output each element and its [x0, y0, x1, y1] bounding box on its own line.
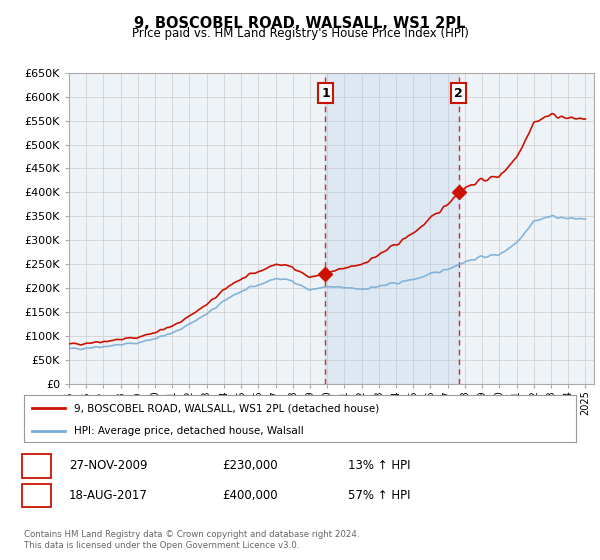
Text: £400,000: £400,000	[222, 489, 278, 502]
Text: This data is licensed under the Open Government Licence v3.0.: This data is licensed under the Open Gov…	[24, 541, 299, 550]
Text: 27-NOV-2009: 27-NOV-2009	[69, 459, 148, 473]
Text: 9, BOSCOBEL ROAD, WALSALL, WS1 2PL: 9, BOSCOBEL ROAD, WALSALL, WS1 2PL	[134, 16, 466, 31]
Text: 18-AUG-2017: 18-AUG-2017	[69, 489, 148, 502]
Text: Contains HM Land Registry data © Crown copyright and database right 2024.: Contains HM Land Registry data © Crown c…	[24, 530, 359, 539]
Text: HPI: Average price, detached house, Walsall: HPI: Average price, detached house, Wals…	[74, 426, 304, 436]
Text: 1: 1	[321, 86, 330, 100]
Text: 13% ↑ HPI: 13% ↑ HPI	[348, 459, 410, 473]
Text: 1: 1	[32, 459, 40, 473]
Bar	[325, 73, 458, 384]
Text: 2: 2	[32, 489, 40, 502]
Text: 9, BOSCOBEL ROAD, WALSALL, WS1 2PL (detached house): 9, BOSCOBEL ROAD, WALSALL, WS1 2PL (deta…	[74, 403, 379, 413]
Text: 57% ↑ HPI: 57% ↑ HPI	[348, 489, 410, 502]
Text: £230,000: £230,000	[222, 459, 278, 473]
Text: 2: 2	[454, 86, 463, 100]
Text: Price paid vs. HM Land Registry's House Price Index (HPI): Price paid vs. HM Land Registry's House …	[131, 27, 469, 40]
